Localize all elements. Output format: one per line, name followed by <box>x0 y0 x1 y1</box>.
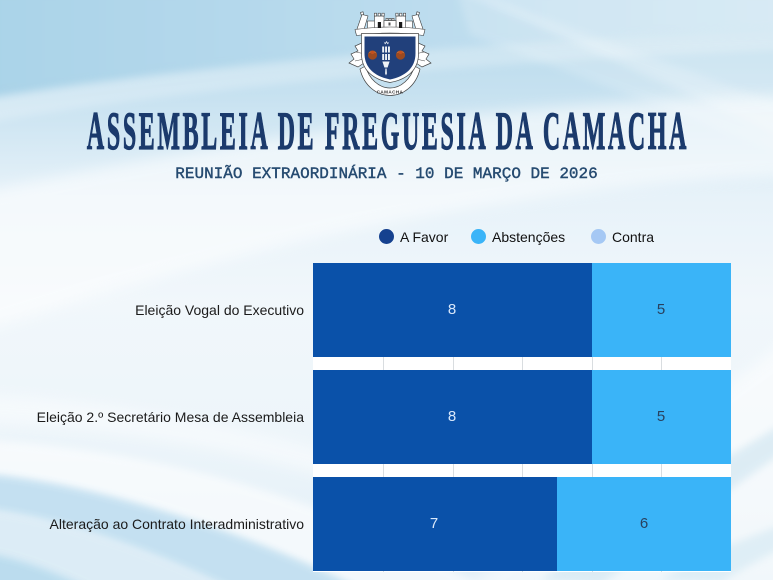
svg-text:CAMACHA: CAMACHA <box>377 89 404 94</box>
